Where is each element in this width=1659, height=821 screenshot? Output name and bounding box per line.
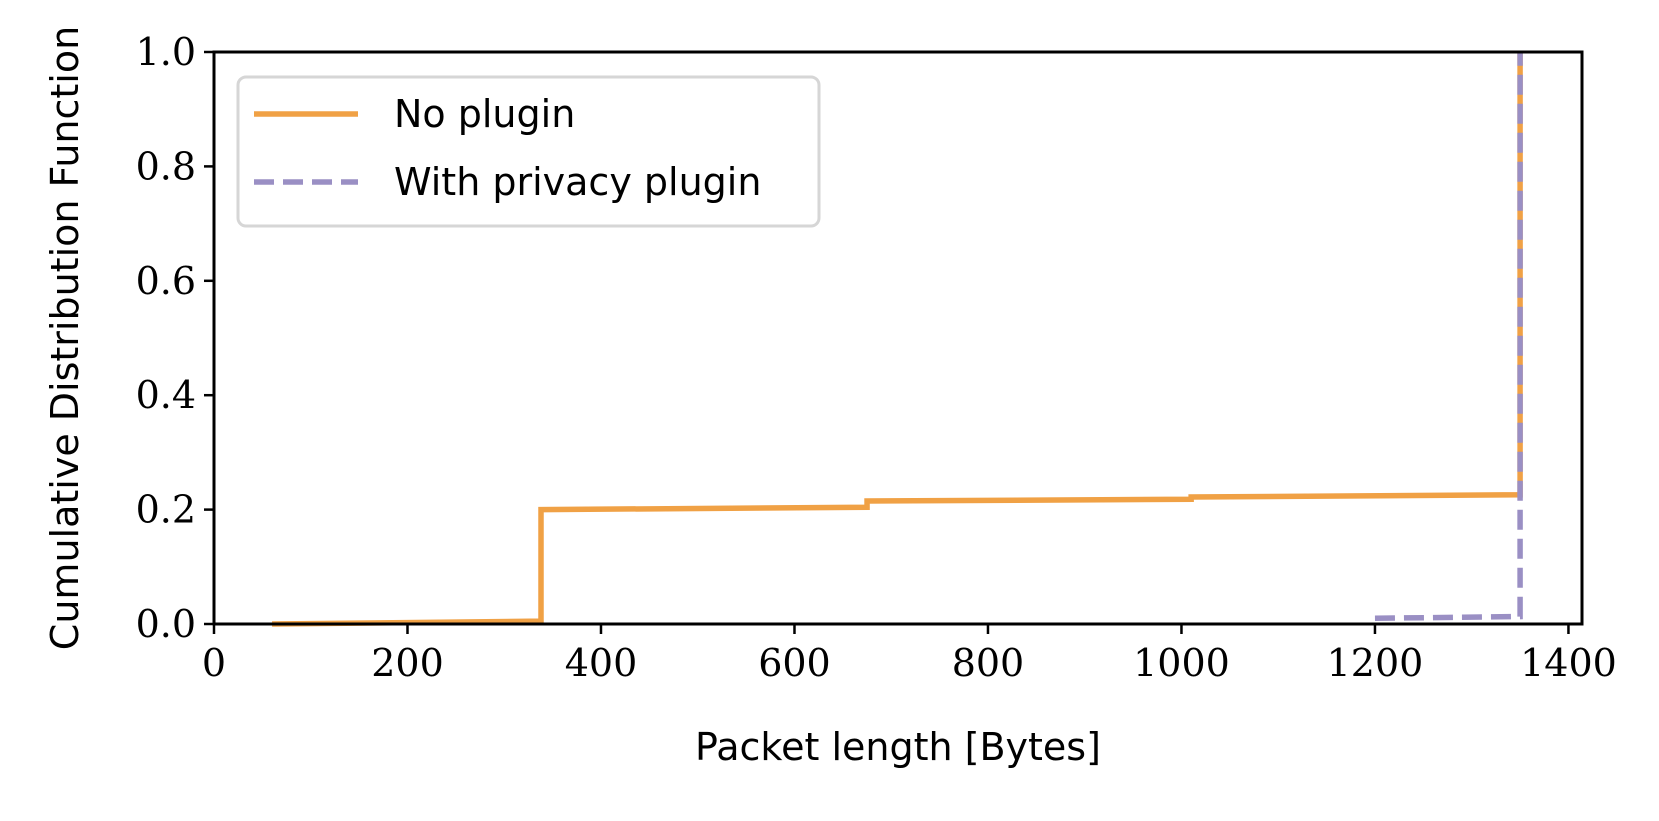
y-tick-label: 1.0 <box>136 30 196 74</box>
y-tick-label: 0.8 <box>136 144 196 188</box>
y-tick-label: 0.6 <box>136 259 196 303</box>
legend-label: With privacy plugin <box>394 160 761 204</box>
x-tick-label: 400 <box>565 641 638 685</box>
x-axis-label: Packet length [Bytes] <box>695 725 1101 769</box>
y-axis-label: Cumulative Distribution Function <box>43 26 87 650</box>
x-tick-label: 1200 <box>1327 641 1424 685</box>
x-tick-label: 800 <box>952 641 1025 685</box>
series-line <box>1374 52 1523 622</box>
x-tick-label: 200 <box>371 641 444 685</box>
y-tick-label: 0.4 <box>136 373 196 417</box>
y-tick-label: 0.0 <box>136 602 196 646</box>
x-tick-label: 0 <box>202 641 226 685</box>
y-tick-label: 0.2 <box>136 488 196 532</box>
series-line <box>272 52 1523 627</box>
legend-label: No plugin <box>394 92 575 136</box>
plot-frame <box>212 50 1584 626</box>
x-tick-label: 1400 <box>1520 641 1617 685</box>
x-tick-label: 600 <box>758 641 831 685</box>
x-tick-label: 1000 <box>1133 641 1230 685</box>
legend-box <box>236 75 821 228</box>
